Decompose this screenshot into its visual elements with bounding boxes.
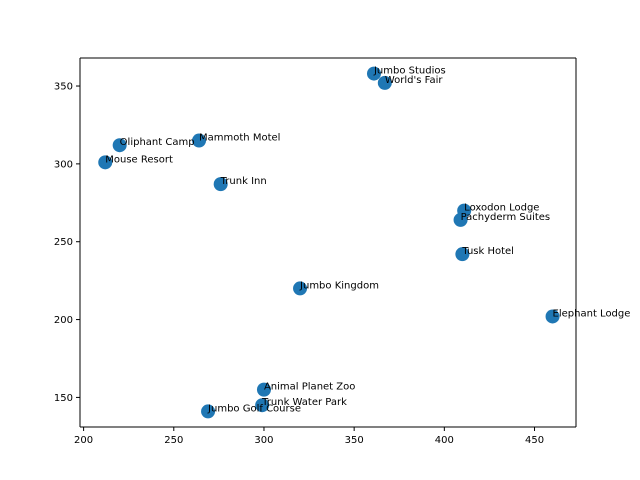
x-tick-label: 300 [254, 435, 273, 446]
data-point-label: Loxodon Lodge [464, 203, 539, 214]
data-point-label: Tusk Hotel [461, 246, 514, 257]
data-point [545, 309, 560, 324]
data-point-label: Mammoth Motel [199, 133, 280, 144]
points-layer [98, 66, 560, 419]
data-point [293, 281, 308, 296]
data-point [213, 177, 228, 192]
data-point-label: Mouse Resort [105, 154, 173, 165]
y-tick-label: 250 [54, 237, 73, 248]
y-tick-label: 150 [54, 393, 73, 404]
data-point-label: Pachyderm Suites [461, 212, 551, 223]
data-point [98, 155, 113, 170]
data-point [192, 133, 207, 148]
data-point-label: Oliphant Camp [120, 137, 195, 148]
x-tick-label: 450 [525, 435, 544, 446]
data-point [112, 138, 127, 153]
data-point [453, 212, 468, 227]
data-point-label: Jumbo Golf Course [207, 403, 301, 414]
data-point [255, 398, 270, 413]
data-point-label: Elephant Lodge [553, 308, 631, 319]
y-tick-label: 300 [54, 159, 73, 170]
y-tick-label: 200 [54, 315, 73, 326]
data-point-label: World's Fair [385, 75, 444, 86]
data-point-label: Jumbo Studios [373, 66, 446, 77]
x-tick-label: 250 [164, 435, 183, 446]
y-tick-label: 350 [54, 82, 73, 93]
data-point [201, 404, 216, 419]
data-point [377, 75, 392, 90]
data-point-label: Animal Planet Zoo [264, 382, 355, 393]
x-tick-label: 400 [435, 435, 454, 446]
x-tick-label: 200 [74, 435, 93, 446]
data-point [256, 382, 271, 397]
axes-layer: 200 250 300 350 400 450 150 200 250 300 350 [54, 57, 577, 446]
x-tick-label: 350 [345, 435, 364, 446]
plot-area [80, 58, 576, 427]
data-point [366, 66, 381, 81]
data-point [455, 247, 470, 262]
data-point-label: Trunk Inn [220, 176, 267, 187]
data-point-label: Jumbo Kingdom [299, 280, 379, 291]
data-point-label: Trunk Water Park [261, 397, 347, 408]
